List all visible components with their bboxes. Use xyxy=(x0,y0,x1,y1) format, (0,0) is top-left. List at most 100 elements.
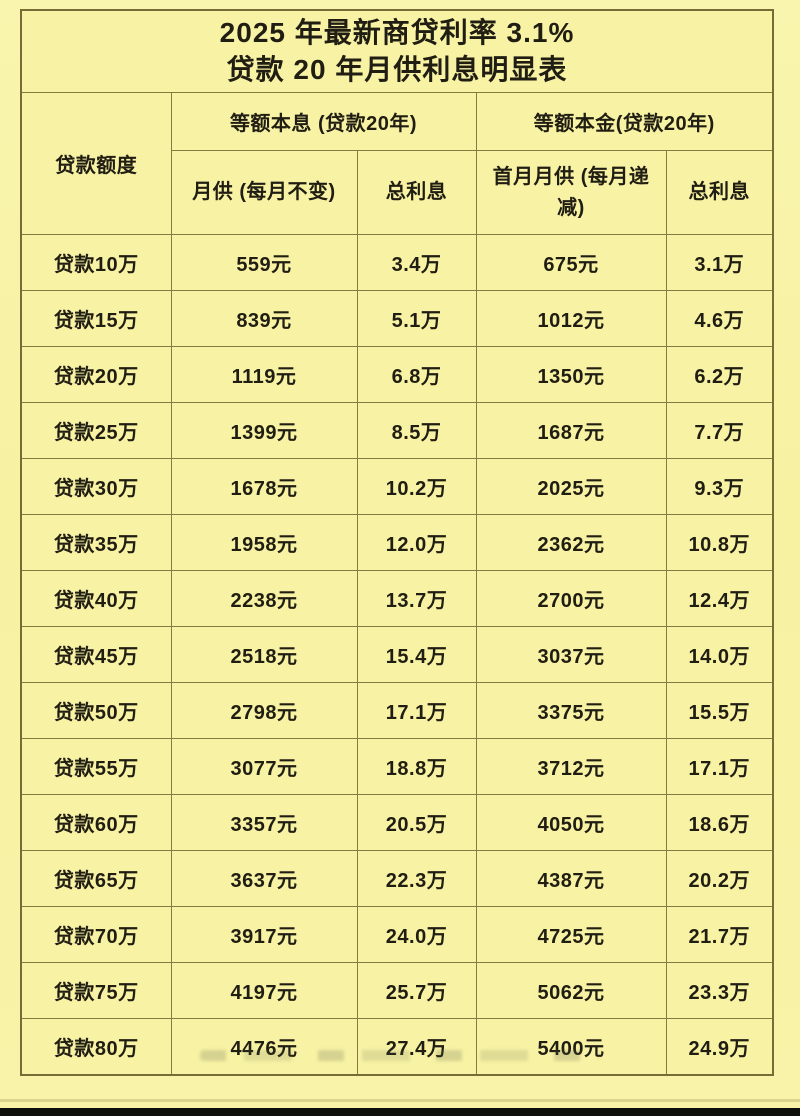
table-row: 贷款20万 1119元 6.8万 1350元 6.2万 xyxy=(20,346,774,403)
table-title: 2025 年最新商贷利率 3.1% 贷款 20 年月供利息明显表 xyxy=(20,9,774,93)
table-row: 贷款60万 3357元 20.5万 4050元 18.6万 xyxy=(20,794,774,851)
value-cell: 24.0万 xyxy=(356,906,477,963)
value-cell: 15.5万 xyxy=(665,682,774,739)
table-row: 贷款25万 1399元 8.5万 1687元 7.7万 xyxy=(20,402,774,459)
loan-amount-cell: 贷款45万 xyxy=(20,626,172,683)
table-row: 贷款35万 1958元 12.0万 2362元 10.8万 xyxy=(20,514,774,571)
value-cell: 3077元 xyxy=(170,738,358,795)
value-cell: 1119元 xyxy=(170,346,358,403)
value-cell: 4725元 xyxy=(475,906,667,963)
value-cell: 3037元 xyxy=(475,626,667,683)
loan-amount-cell: 贷款25万 xyxy=(20,402,172,459)
value-cell: 3712元 xyxy=(475,738,667,795)
value-cell: 4.6万 xyxy=(665,290,774,347)
title-line-2: 贷款 20 年月供利息明显表 xyxy=(226,53,568,85)
value-cell: 3375元 xyxy=(475,682,667,739)
watermark-smudge xyxy=(200,1050,600,1061)
value-cell: 17.1万 xyxy=(665,738,774,795)
value-cell: 2518元 xyxy=(170,626,358,683)
table-row: 贷款40万 2238元 13.7万 2700元 12.4万 xyxy=(20,570,774,627)
column-header-first-month-payment: 首月月供 (每月递减) xyxy=(475,150,667,235)
loan-amount-cell: 贷款65万 xyxy=(20,850,172,907)
value-cell: 10.2万 xyxy=(356,458,477,515)
table-row: 贷款55万 3077元 18.8万 3712元 17.1万 xyxy=(20,738,774,795)
bottom-black-bar xyxy=(0,1108,800,1116)
value-cell: 3637元 xyxy=(170,850,358,907)
value-cell: 24.9万 xyxy=(665,1018,774,1076)
value-cell: 2025元 xyxy=(475,458,667,515)
table-row: 贷款50万 2798元 17.1万 3375元 15.5万 xyxy=(20,682,774,739)
value-cell: 559元 xyxy=(170,234,358,291)
table-body: 贷款10万 559元 3.4万 675元 3.1万 贷款15万 839元 5.1万 1012元 4… xyxy=(20,234,774,1076)
value-cell: 12.0万 xyxy=(356,514,477,571)
value-cell: 23.3万 xyxy=(665,962,774,1019)
value-cell: 2238元 xyxy=(170,570,358,627)
table-row: 贷款10万 559元 3.4万 675元 3.1万 xyxy=(20,234,774,291)
value-cell: 1350元 xyxy=(475,346,667,403)
loan-amount-cell: 贷款15万 xyxy=(20,290,172,347)
value-cell: 6.8万 xyxy=(356,346,477,403)
value-cell: 12.4万 xyxy=(665,570,774,627)
value-cell: 5062元 xyxy=(475,962,667,1019)
loan-amount-cell: 贷款70万 xyxy=(20,906,172,963)
value-cell: 21.7万 xyxy=(665,906,774,963)
value-cell: 8.5万 xyxy=(356,402,477,459)
group-header-row: 贷款额度 等额本息 (贷款20年) 等额本金(贷款20年) xyxy=(20,92,774,235)
value-cell: 18.6万 xyxy=(665,794,774,851)
value-cell: 15.4万 xyxy=(356,626,477,683)
value-cell: 20.2万 xyxy=(665,850,774,907)
value-cell: 3357元 xyxy=(170,794,358,851)
bottom-shade-line xyxy=(0,1099,800,1102)
value-cell: 13.7万 xyxy=(356,570,477,627)
loan-amount-cell: 贷款35万 xyxy=(20,514,172,571)
value-cell: 4050元 xyxy=(475,794,667,851)
table-row: 贷款80万 4476元 27.4万 5400元 24.9万 xyxy=(20,1018,774,1076)
title-row: 2025 年最新商贷利率 3.1% 贷款 20 年月供利息明显表 xyxy=(20,9,774,93)
value-cell: 5.1万 xyxy=(356,290,477,347)
loan-rate-table: 2025 年最新商贷利率 3.1% 贷款 20 年月供利息明显表 贷款额度 等额… xyxy=(20,9,775,1076)
table-row: 贷款30万 1678元 10.2万 2025元 9.3万 xyxy=(20,458,774,515)
value-cell: 20.5万 xyxy=(356,794,477,851)
column-group-equal-principal: 等额本金(贷款20年) xyxy=(475,92,774,151)
loan-amount-cell: 贷款10万 xyxy=(20,234,172,291)
value-cell: 3.1万 xyxy=(665,234,774,291)
value-cell: 2362元 xyxy=(475,514,667,571)
value-cell: 7.7万 xyxy=(665,402,774,459)
loan-amount-cell: 贷款60万 xyxy=(20,794,172,851)
column-group-equal-installment: 等额本息 (贷款20年) xyxy=(170,92,477,151)
column-header-total-interest-2: 总利息 xyxy=(665,150,774,235)
value-cell: 4197元 xyxy=(170,962,358,1019)
value-cell: 18.8万 xyxy=(356,738,477,795)
value-cell: 3917元 xyxy=(170,906,358,963)
value-cell: 4387元 xyxy=(475,850,667,907)
table-row: 贷款70万 3917元 24.0万 4725元 21.7万 xyxy=(20,906,774,963)
column-header-monthly-fixed: 月供 (每月不变) xyxy=(170,150,358,235)
sub-header-row: 月供 (每月不变) 总利息 首月月供 (每月递减) 总利息 xyxy=(21,150,774,235)
loan-amount-cell: 贷款20万 xyxy=(20,346,172,403)
value-cell: 839元 xyxy=(170,290,358,347)
value-cell: 2700元 xyxy=(475,570,667,627)
value-cell: 22.3万 xyxy=(356,850,477,907)
table-row: 贷款75万 4197元 25.7万 5062元 23.3万 xyxy=(20,962,774,1019)
title-line-1: 2025 年最新商贷利率 3.1% xyxy=(219,16,575,48)
table-row: 贷款45万 2518元 15.4万 3037元 14.0万 xyxy=(20,626,774,683)
column-header-total-interest-1: 总利息 xyxy=(356,150,477,235)
loan-amount-cell: 贷款30万 xyxy=(20,458,172,515)
value-cell: 1958元 xyxy=(170,514,358,571)
table-row: 贷款15万 839元 5.1万 1012元 4.6万 xyxy=(20,290,774,347)
value-cell: 17.1万 xyxy=(356,682,477,739)
value-cell: 1399元 xyxy=(170,402,358,459)
value-cell: 10.8万 xyxy=(665,514,774,571)
value-cell: 6.2万 xyxy=(665,346,774,403)
table-row: 贷款65万 3637元 22.3万 4387元 20.2万 xyxy=(20,850,774,907)
loan-amount-cell: 贷款55万 xyxy=(20,738,172,795)
loan-amount-cell: 贷款50万 xyxy=(20,682,172,739)
loan-amount-cell: 贷款40万 xyxy=(20,570,172,627)
value-cell: 1678元 xyxy=(170,458,358,515)
value-cell: 4476元 xyxy=(170,1018,358,1076)
loan-amount-cell: 贷款75万 xyxy=(20,962,172,1019)
value-cell: 675元 xyxy=(475,234,667,291)
value-cell: 3.4万 xyxy=(356,234,477,291)
column-header-loan-amount: 贷款额度 xyxy=(20,92,172,235)
